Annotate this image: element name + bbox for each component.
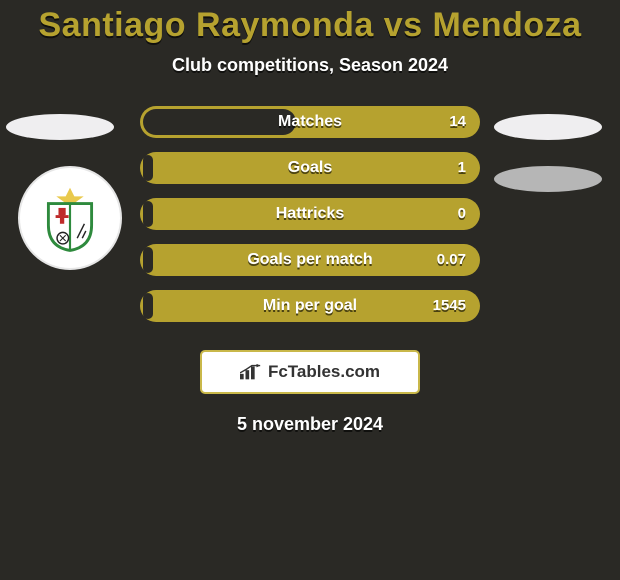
- stat-bar-value: 14: [449, 106, 466, 138]
- stat-bar-fill: [143, 155, 153, 181]
- stat-bars: Matches14 Goals1 Hattricks0 Goals per match…: [140, 106, 480, 336]
- left-pedestal-oval: [6, 114, 114, 140]
- stat-bar-fill: [143, 201, 153, 227]
- stat-bar-fill: [143, 247, 153, 273]
- subtitle: Club competitions, Season 2024: [0, 55, 620, 76]
- page-title: Santiago Raymonda vs Mendoza: [0, 0, 620, 45]
- stat-bar: Hattricks0: [140, 198, 480, 230]
- stat-bar-label: Goals: [140, 152, 480, 184]
- stat-bar: Goals per match0.07: [140, 244, 480, 276]
- date-line: 5 november 2024: [0, 414, 620, 435]
- stat-bar-label: Goals per match: [140, 244, 480, 276]
- stat-bar-value: 1: [458, 152, 466, 184]
- right-pedestal-oval-2: [494, 166, 602, 192]
- stat-bar-label: Min per goal: [140, 290, 480, 322]
- comparison-stage: Matches14 Goals1 Hattricks0 Goals per match…: [0, 106, 620, 336]
- stat-bar-value: 0.07: [437, 244, 466, 276]
- stat-bar-value: 1545: [433, 290, 466, 322]
- stat-bar-fill: [143, 109, 296, 135]
- stat-bar: Goals1: [140, 152, 480, 184]
- stat-bar-fill: [143, 293, 153, 319]
- bar-chart-icon: [240, 364, 262, 380]
- stat-bar-label: Hattricks: [140, 198, 480, 230]
- stat-bar: Min per goal1545: [140, 290, 480, 322]
- club-badge-icon: [34, 182, 106, 254]
- stat-bar: Matches14: [140, 106, 480, 138]
- brand-label: FcTables.com: [268, 362, 380, 382]
- club-badge: [18, 166, 122, 270]
- stat-bar-value: 0: [458, 198, 466, 230]
- brand-box[interactable]: FcTables.com: [200, 350, 420, 394]
- right-pedestal-oval: [494, 114, 602, 140]
